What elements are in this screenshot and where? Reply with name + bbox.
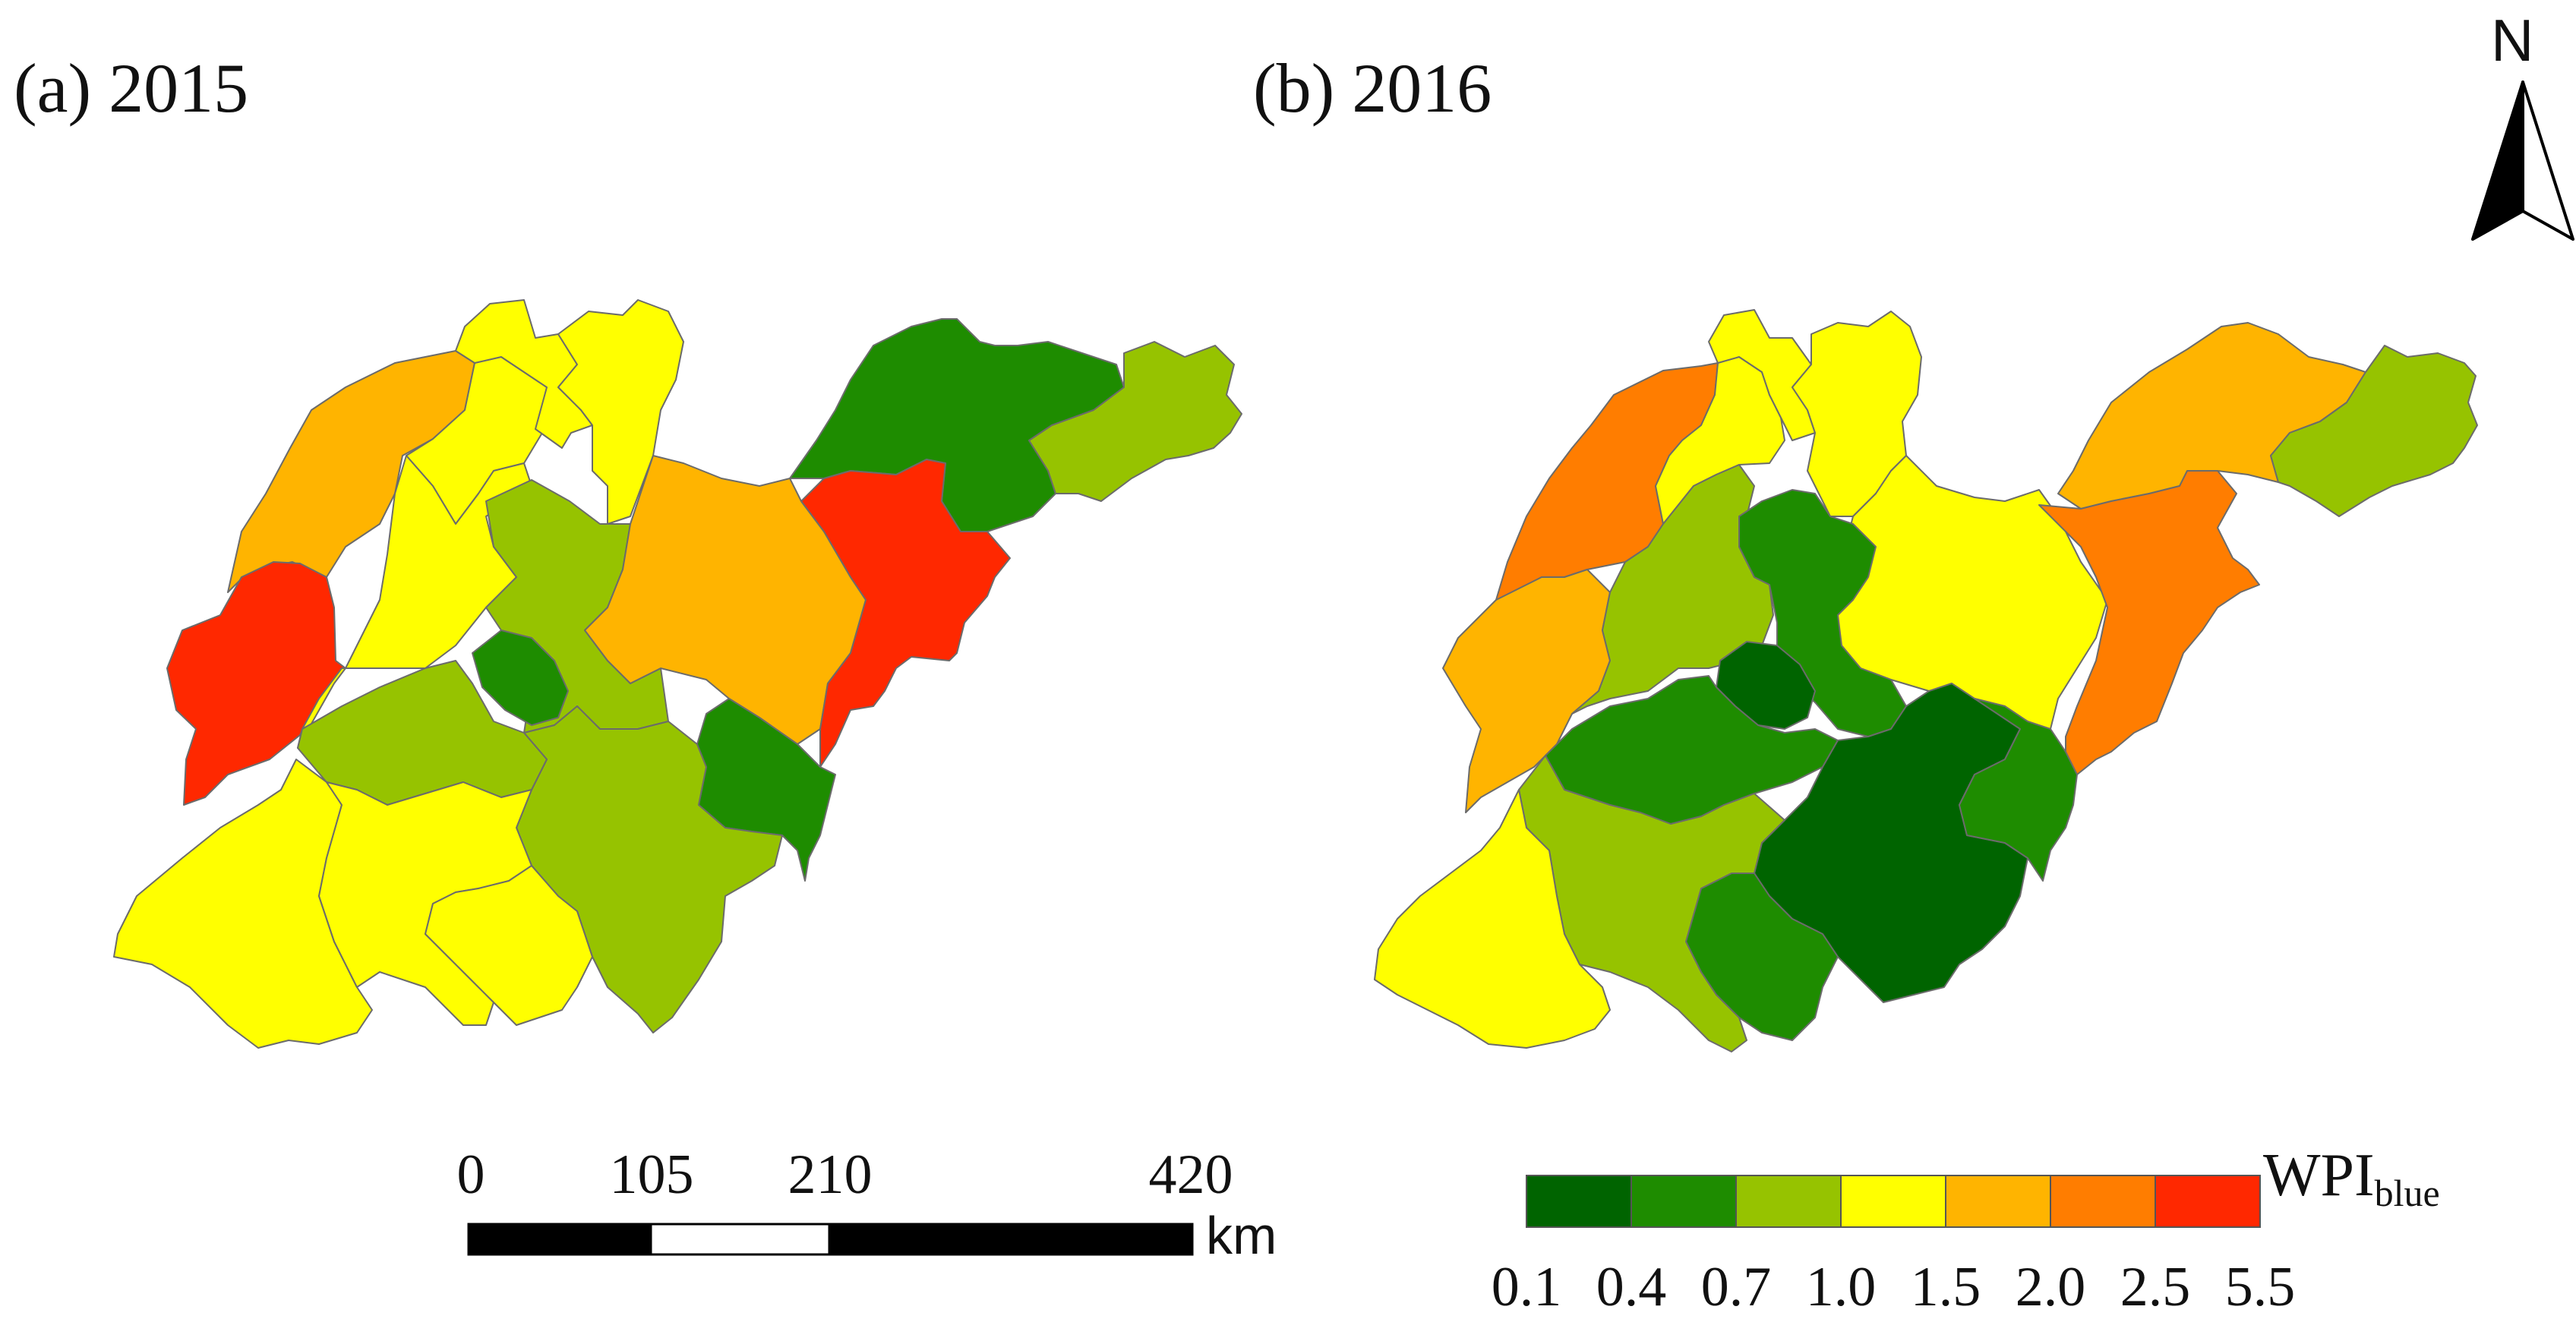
scale-seg-1 — [649, 1223, 831, 1256]
legend-break-2: 0.7 — [1700, 1256, 1772, 1318]
legend-swatch-6 — [2155, 1175, 2261, 1228]
map-2016 — [1374, 309, 2478, 1052]
legend-break-6: 2.5 — [2120, 1256, 2191, 1318]
legend-title-subscript: blue — [2374, 1172, 2440, 1214]
region-b-east-coast — [2038, 470, 2260, 775]
north-label: N — [2491, 7, 2534, 74]
scale-tick-420: 420 — [1148, 1144, 1233, 1206]
legend-swatch-3 — [1840, 1175, 1946, 1228]
legend-break-1: 0.4 — [1596, 1256, 1667, 1318]
region-a-east-coast — [800, 459, 1011, 768]
region-b-east-tip — [2270, 345, 2478, 517]
region-b-north-center — [1738, 489, 1907, 737]
north-arrow-left-half — [2471, 80, 2524, 241]
north-arrow — [2471, 80, 2574, 241]
region-a-east-tip — [1028, 341, 1242, 502]
scale-seg-2 — [828, 1223, 1194, 1256]
legend-break-0: 0.1 — [1491, 1256, 1562, 1318]
region-a-west — [166, 561, 346, 806]
scale-tick-105: 105 — [609, 1144, 694, 1206]
scale-unit: km — [1206, 1206, 1277, 1265]
scale-tick-0: 0 — [456, 1144, 485, 1206]
region-a-north-right — [557, 299, 684, 525]
legend-swatch-0 — [1526, 1175, 1632, 1228]
legend-break-4: 1.5 — [1910, 1256, 1981, 1318]
legend-swatch-5 — [2050, 1175, 2156, 1228]
panel-a-title: (a) 2015 — [14, 49, 249, 127]
region-a-small-center — [472, 630, 569, 726]
legend-title: WPIblue — [2263, 1145, 2440, 1212]
legend-swatches — [1526, 1175, 2261, 1228]
region-b-central-west — [1571, 464, 1774, 715]
region-a-southwest — [113, 759, 373, 1049]
legend-title-main: WPI — [2263, 1142, 2375, 1209]
legend-break-7: 5.5 — [2224, 1256, 2296, 1318]
legend-swatch-2 — [1735, 1175, 1842, 1228]
region-a-top — [455, 299, 593, 449]
legend-break-5: 2.0 — [2015, 1256, 2086, 1318]
region-b-southwest — [1374, 789, 1611, 1049]
scale-seg-0 — [467, 1223, 652, 1256]
region-b-north-2 — [1708, 309, 1816, 441]
scale-bar — [467, 1223, 1194, 1256]
north-arrow-right-half — [2521, 80, 2574, 241]
map-2015 — [113, 299, 1242, 1049]
legend-break-3: 1.0 — [1805, 1256, 1877, 1318]
legend-swatch-1 — [1631, 1175, 1737, 1228]
legend-swatch-4 — [1945, 1175, 2051, 1228]
region-b-southeast — [1959, 698, 2078, 882]
panel-b-title: (b) 2016 — [1253, 49, 1492, 127]
scale-tick-210: 210 — [788, 1144, 873, 1206]
region-a-south-small — [425, 865, 593, 1026]
